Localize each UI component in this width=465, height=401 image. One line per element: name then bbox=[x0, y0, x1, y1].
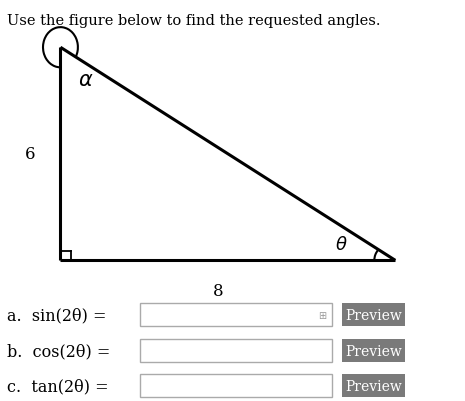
Text: Preview: Preview bbox=[345, 379, 402, 393]
Text: Preview: Preview bbox=[345, 308, 402, 322]
Bar bbox=[140, 374, 332, 397]
Text: $\theta$: $\theta$ bbox=[335, 236, 348, 253]
Text: 8: 8 bbox=[213, 282, 224, 299]
Text: a.  sin(2θ) =: a. sin(2θ) = bbox=[7, 306, 112, 323]
Text: ⊞: ⊞ bbox=[318, 310, 326, 320]
Text: c.  tan(2θ) =: c. tan(2θ) = bbox=[7, 377, 114, 394]
Text: $\alpha$: $\alpha$ bbox=[78, 71, 94, 90]
Text: Use the figure below to find the requested angles.: Use the figure below to find the request… bbox=[7, 14, 380, 28]
Text: b.  cos(2θ) =: b. cos(2θ) = bbox=[7, 342, 115, 359]
Bar bbox=[342, 303, 405, 326]
Bar bbox=[342, 339, 405, 363]
Bar bbox=[140, 303, 332, 326]
Bar bbox=[342, 374, 405, 397]
Text: 6: 6 bbox=[25, 146, 35, 163]
Bar bbox=[140, 339, 332, 363]
Text: Preview: Preview bbox=[345, 344, 402, 358]
